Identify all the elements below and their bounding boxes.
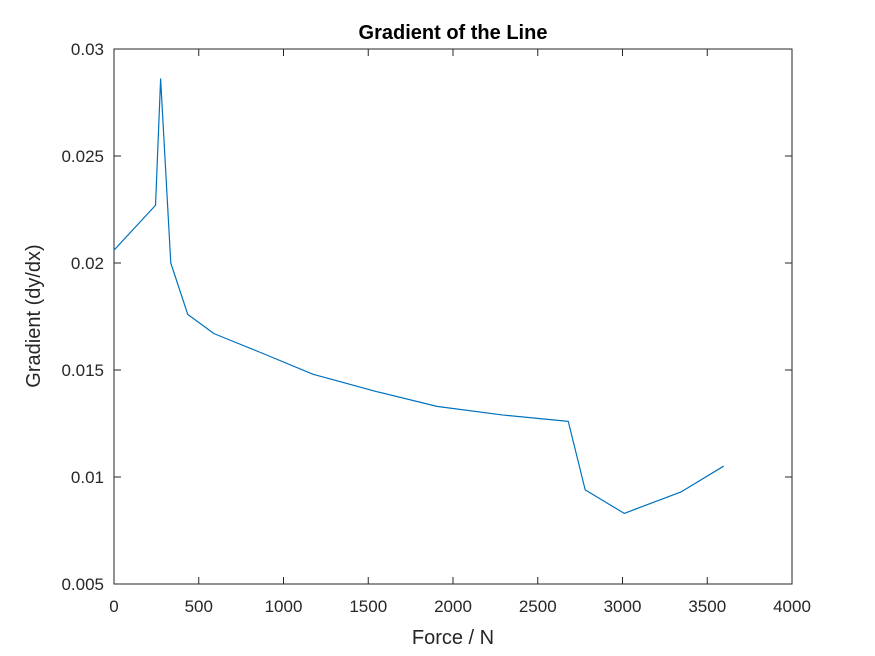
y-tick-label: 0.015: [61, 361, 104, 380]
tick-layer: 0 500 1000 1500 2000 2500 3000 3500 4000 0.005 0.0…: [61, 40, 810, 616]
x-tick-label: 1000: [265, 597, 303, 616]
y-tick-label: 0.01: [71, 468, 104, 487]
y-tick-label: 0.025: [61, 147, 104, 166]
x-tick-label: 4000: [773, 597, 811, 616]
series-line: [113, 78, 724, 514]
x-tick-label: 2500: [519, 597, 557, 616]
x-tick-label: 3500: [688, 597, 726, 616]
x-tick-label: 500: [185, 597, 213, 616]
y-axis-label: Gradient (dy/dx): [23, 244, 45, 387]
x-axis-label: Force / N: [412, 627, 494, 649]
x-tick-label: 1500: [349, 597, 387, 616]
y-tick-label: 0.03: [71, 40, 104, 59]
y-tick-label: 0.02: [71, 254, 104, 273]
chart-title: Gradient of the Line: [359, 22, 548, 44]
x-tick-label: 3000: [604, 597, 642, 616]
y-tick-label: 0.005: [61, 575, 104, 594]
series-layer: [113, 78, 724, 514]
x-tick-label: 2000: [434, 597, 472, 616]
x-tick-label: 0: [109, 597, 118, 616]
